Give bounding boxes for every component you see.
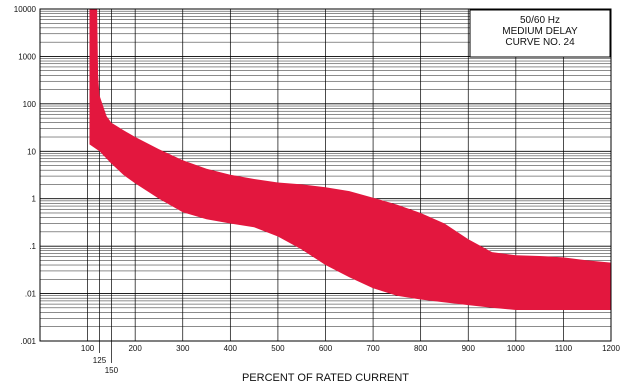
x-tick-label: 700 xyxy=(366,344,380,353)
legend-line-frequency: 50/60 Hz xyxy=(520,15,560,26)
curve-legend-box: 50/60 Hz MEDIUM DELAY CURVE NO. 24 xyxy=(469,9,611,58)
x-tick-label: 800 xyxy=(414,344,428,353)
legend-line-delay-type: MEDIUM DELAY xyxy=(502,26,578,37)
y-tick-label: 1 xyxy=(32,195,37,204)
legend-line-curve-number: CURVE NO. 24 xyxy=(505,37,575,48)
x-tick-label: 125 xyxy=(93,356,107,365)
y-tick-label: .01 xyxy=(25,290,37,299)
x-tick-label: 150 xyxy=(105,366,119,375)
x-tick-label: 200 xyxy=(128,344,142,353)
x-tick-label: 1100 xyxy=(555,344,573,353)
x-axis-title: PERCENT OF RATED CURRENT xyxy=(242,372,409,384)
y-axis-tick-labels: 10000 1000 100 10 1 .1 .01 .001 xyxy=(14,5,37,346)
x-tick-label: 600 xyxy=(319,344,333,353)
x-tick-label: 400 xyxy=(224,344,238,353)
x-tick-label: 1200 xyxy=(602,344,620,353)
x-tick-label: 100 xyxy=(81,344,95,353)
y-tick-label: 10000 xyxy=(14,5,37,14)
x-tick-label: 300 xyxy=(176,344,190,353)
x-tick-label: 1000 xyxy=(507,344,525,353)
legend-frame xyxy=(469,9,611,58)
y-tick-label: 10 xyxy=(27,147,36,156)
plot-frame xyxy=(39,8,612,342)
y-tick-label: 100 xyxy=(23,100,37,109)
delay-curve-band xyxy=(89,9,611,310)
y-tick-label: .001 xyxy=(20,337,36,346)
y-tick-label: .1 xyxy=(29,242,36,251)
x-tick-label: 900 xyxy=(462,344,476,353)
y-tick-label: 1000 xyxy=(18,52,36,61)
x-tick-label: 500 xyxy=(271,344,285,353)
